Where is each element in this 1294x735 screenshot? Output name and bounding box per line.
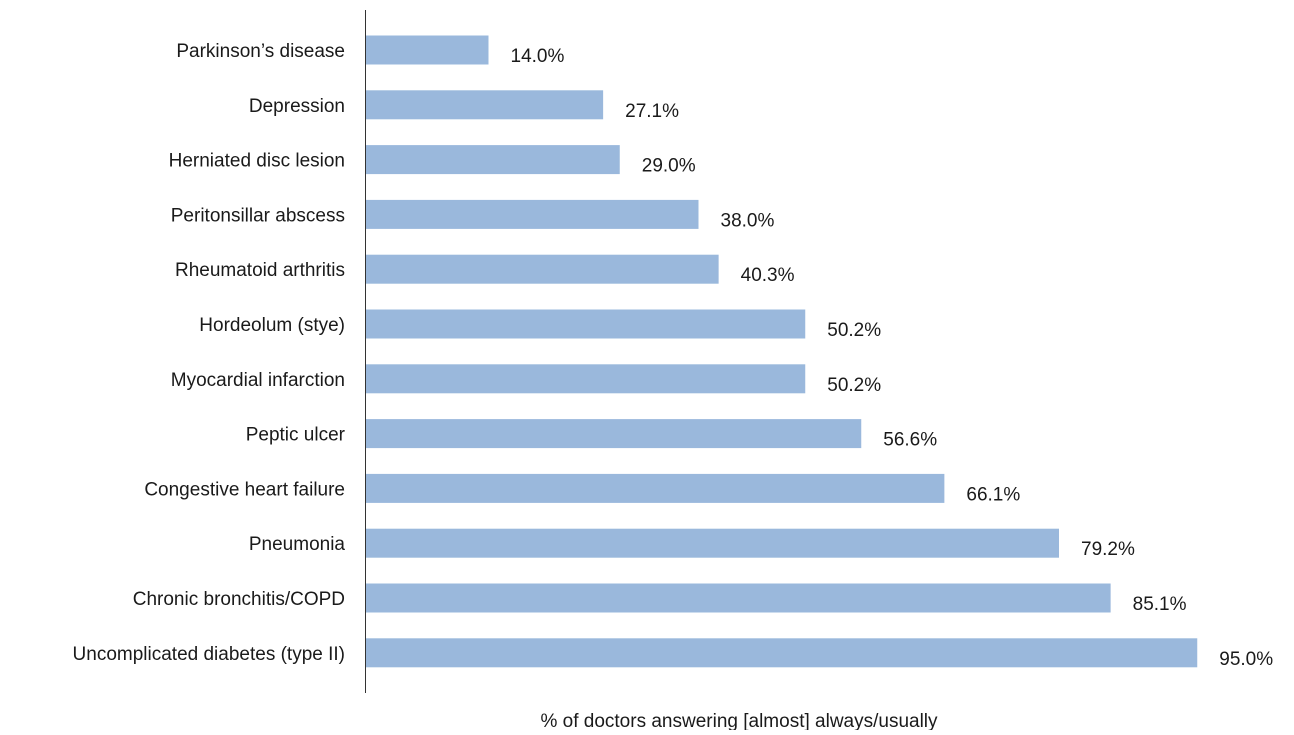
category-label: Peptic ulcer bbox=[246, 425, 346, 446]
value-label: 29.0% bbox=[642, 156, 696, 177]
bars-group bbox=[366, 35, 1198, 668]
bar bbox=[366, 364, 806, 394]
value-label: 40.3% bbox=[741, 265, 795, 286]
bar bbox=[366, 90, 604, 120]
value-label: 66.1% bbox=[966, 484, 1020, 505]
category-label: Pneumonia bbox=[249, 534, 346, 555]
bar bbox=[366, 473, 945, 503]
bar bbox=[366, 35, 489, 65]
bar bbox=[366, 638, 1198, 668]
category-label: Hordeolum (stye) bbox=[199, 315, 345, 336]
value-label: 27.1% bbox=[625, 101, 679, 122]
value-label: 56.6% bbox=[883, 430, 937, 451]
x-axis-title: % of doctors answering [almost] always/u… bbox=[540, 711, 938, 730]
value-label: 50.2% bbox=[827, 320, 881, 341]
category-label: Herniated disc lesion bbox=[169, 151, 345, 172]
category-label: Congestive heart failure bbox=[144, 479, 345, 500]
value-label: 79.2% bbox=[1081, 539, 1135, 560]
value-label: 50.2% bbox=[827, 375, 881, 396]
bar bbox=[366, 419, 862, 449]
value-label: 38.0% bbox=[721, 210, 775, 231]
category-label: Parkinson’s disease bbox=[176, 41, 345, 62]
value-label: 95.0% bbox=[1219, 649, 1273, 670]
category-labels: Parkinson’s disease Depression Herniated d… bbox=[73, 41, 346, 665]
bar bbox=[366, 309, 806, 339]
category-label: Rheumatoid arthritis bbox=[175, 260, 345, 281]
value-label: 85.1% bbox=[1133, 594, 1187, 615]
bar bbox=[366, 528, 1059, 558]
category-label: Uncomplicated diabetes (type II) bbox=[73, 644, 345, 665]
value-label: 14.0% bbox=[511, 46, 565, 67]
category-label: Chronic bronchitis/COPD bbox=[133, 589, 345, 610]
bar bbox=[366, 254, 719, 284]
category-label: Peritonsillar abscess bbox=[171, 205, 345, 226]
bar bbox=[366, 145, 620, 175]
value-labels: 14.0% 27.1% 29.0% 38.0% 40.3% 50.2% 50.2% 56.6%… bbox=[511, 46, 1274, 670]
bar bbox=[366, 199, 699, 229]
bar bbox=[366, 583, 1111, 613]
category-label: Depression bbox=[249, 96, 345, 117]
category-label: Myocardial infarction bbox=[171, 370, 345, 391]
